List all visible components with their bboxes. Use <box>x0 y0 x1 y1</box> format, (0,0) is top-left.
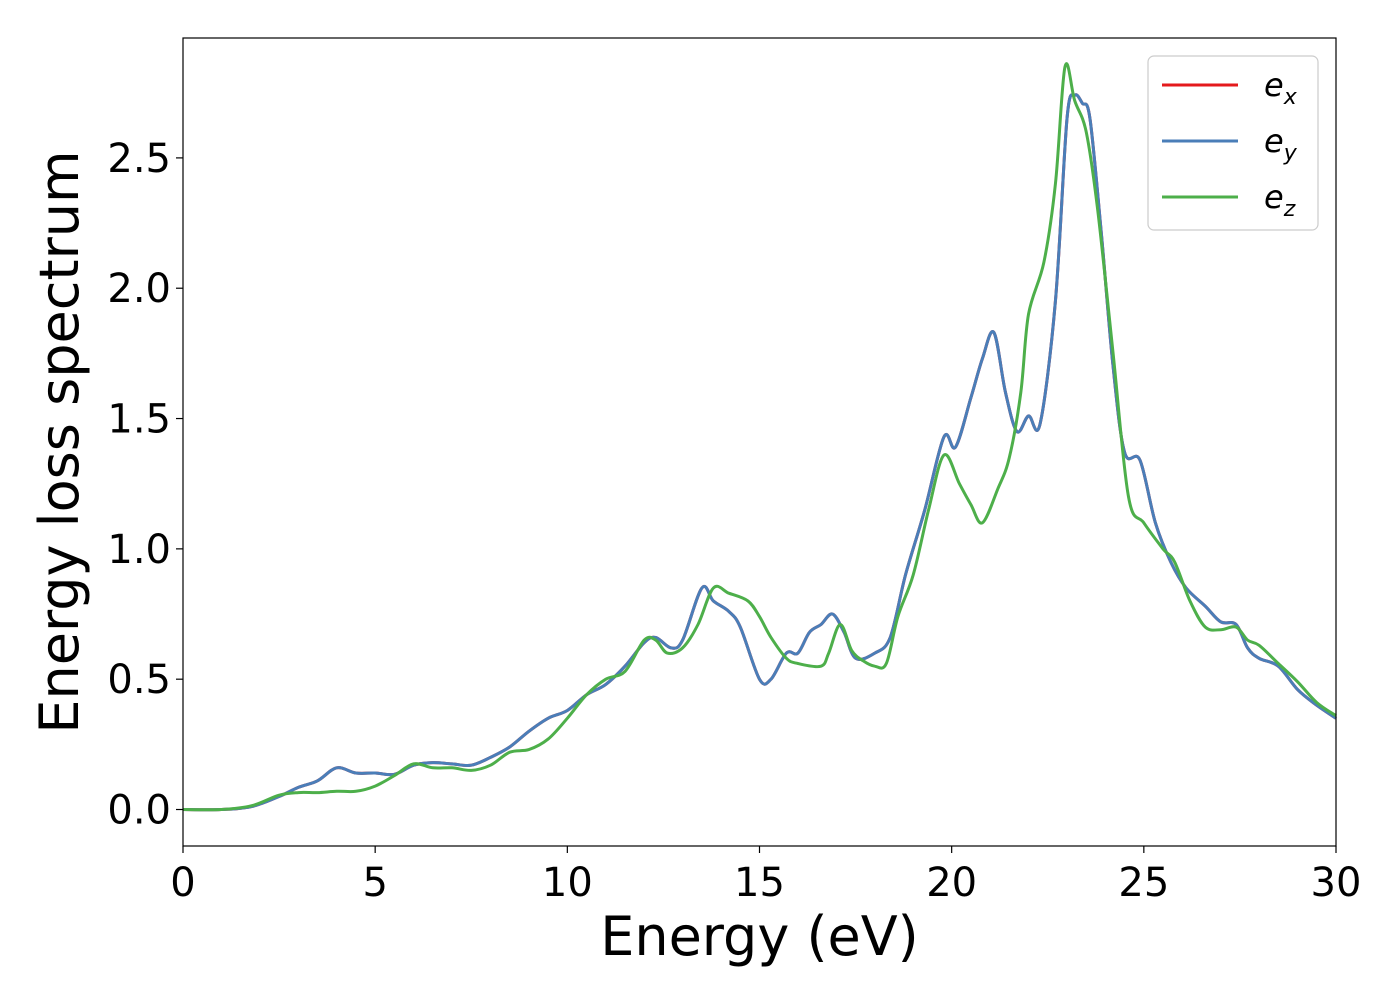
x-tick-label: 10 <box>542 860 593 906</box>
y-axis-ticks: 0.0 0.5 1.0 1.5 2.0 2.5 <box>107 136 183 834</box>
y-tick-label: 2.0 <box>107 266 171 312</box>
x-tick-label: 15 <box>734 860 785 906</box>
legend-label: ez <box>1264 178 1296 222</box>
y-tick-label: 0.5 <box>107 657 171 703</box>
legend-item: ez <box>1162 178 1296 222</box>
plot-frame <box>182 37 1337 847</box>
legend-box <box>1147 55 1319 231</box>
legend-label: ex <box>1264 66 1298 110</box>
y-axis-label: Energy loss spectrum <box>28 150 91 733</box>
y-tick-label: 2.5 <box>107 136 171 182</box>
series-line-ez <box>182 62 1337 812</box>
x-tick-label: 0 <box>170 860 195 906</box>
legend-item: ex <box>1162 66 1298 110</box>
x-tick-label: 25 <box>1118 860 1169 906</box>
x-axis-ticks: 0 5 10 15 20 25 30 <box>170 846 1361 906</box>
x-tick-label: 20 <box>926 860 977 906</box>
legend: ex ey ez <box>1147 55 1319 231</box>
y-tick-label: 0.0 <box>107 788 171 834</box>
x-tick-label: 5 <box>362 860 387 906</box>
series-layer <box>182 62 1337 812</box>
x-tick-label: 30 <box>1311 860 1362 906</box>
y-tick-label: 1.0 <box>107 527 171 573</box>
y-tick-label: 1.5 <box>107 397 171 443</box>
x-axis-label: Energy (eV) <box>600 905 919 968</box>
legend-label: ey <box>1264 122 1298 166</box>
legend-item: ey <box>1162 122 1298 166</box>
